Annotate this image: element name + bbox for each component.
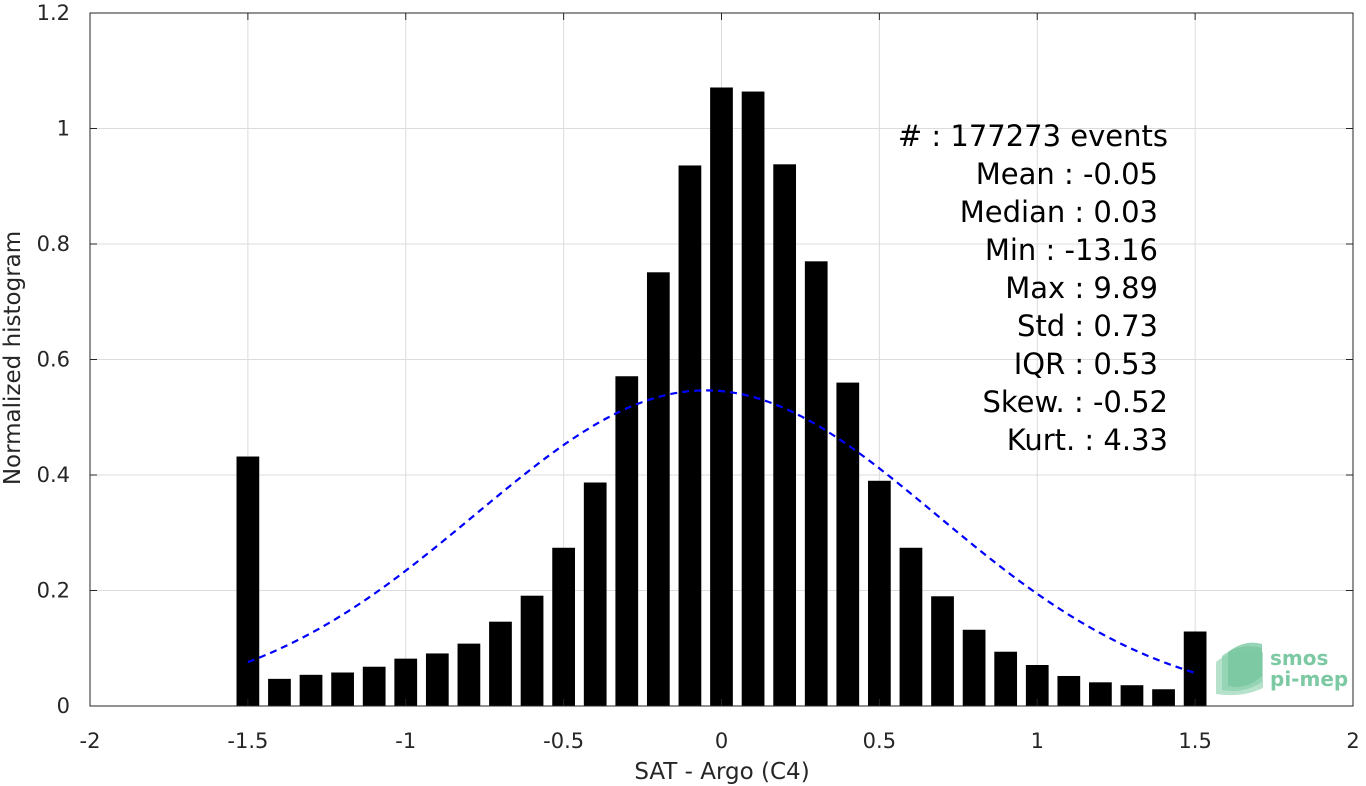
x-tick-label: -0.5 xyxy=(543,729,584,753)
histogram-bar xyxy=(299,674,323,706)
y-tick-label: 0.4 xyxy=(37,463,70,487)
histogram-bar xyxy=(1152,689,1175,706)
y-tick-label: 0.2 xyxy=(37,579,70,603)
bar-series xyxy=(236,87,1207,707)
logo-line-1: smos xyxy=(1270,646,1328,670)
histogram-bar xyxy=(425,653,449,706)
histogram-bar xyxy=(678,165,702,706)
logo-wave-icon xyxy=(1216,642,1263,696)
histogram-bar xyxy=(1120,685,1144,706)
histogram-bar xyxy=(1025,664,1049,706)
x-tick-label: 1 xyxy=(1031,729,1044,753)
histogram-bar xyxy=(552,547,575,706)
x-tick-label: 0 xyxy=(715,729,728,753)
smos-pimep-logo: smos pi-mep xyxy=(1216,642,1348,696)
y-axis-label: Normalized histogram xyxy=(0,231,26,485)
stat-mean: Mean : -0.05 xyxy=(976,157,1158,191)
x-tick-label: -1.5 xyxy=(227,729,268,753)
stat-skew: Skew. : -0.52 xyxy=(982,385,1168,419)
histogram-bar xyxy=(457,643,481,706)
stat-std: Std : 0.73 xyxy=(1017,309,1158,343)
histogram-bar xyxy=(1089,682,1112,706)
histogram-bar xyxy=(646,272,670,706)
histogram-bar xyxy=(583,482,607,706)
x-tick-label: -2 xyxy=(80,729,101,753)
x-axis-ticks: -2 -1.5 -1 -0.5 0 0.5 1 1.5 2 xyxy=(80,13,1360,753)
stat-median: Median : 0.03 xyxy=(960,195,1158,229)
histogram-bar xyxy=(931,596,954,706)
histogram-bar xyxy=(331,672,354,706)
stat-max: Max : 9.89 xyxy=(1005,271,1158,305)
histogram-bar xyxy=(741,91,765,707)
normal-fit-curve xyxy=(247,389,1196,674)
histogram-bar xyxy=(520,595,544,706)
x-tick-label: 2 xyxy=(1346,729,1359,753)
histogram-bar xyxy=(836,382,860,706)
histogram-bar xyxy=(489,621,512,706)
histogram-bar xyxy=(615,376,639,706)
x-tick-label: -1 xyxy=(395,729,416,753)
y-tick-label: 0.8 xyxy=(37,232,70,256)
x-tick-label: 0.5 xyxy=(863,729,896,753)
histogram-bar xyxy=(362,666,386,706)
histogram-bar xyxy=(236,456,260,706)
histogram-bar xyxy=(773,164,797,706)
y-tick-label: 0 xyxy=(57,694,70,718)
histogram-bar xyxy=(1057,675,1081,706)
y-tick-label: 1 xyxy=(57,117,70,141)
histogram-bar xyxy=(710,87,733,706)
x-tick-label: 1.5 xyxy=(1178,729,1211,753)
histogram-bar xyxy=(994,651,1018,706)
y-tick-label: 1.2 xyxy=(37,1,70,25)
stat-min: Min : -13.16 xyxy=(985,233,1158,267)
histogram-bar xyxy=(394,658,418,706)
y-tick-label: 0.6 xyxy=(37,348,70,372)
histogram-bar xyxy=(804,261,828,706)
stat-kurt: Kurt. : 4.33 xyxy=(1007,423,1168,457)
statistics-annotation: # : 177273 events Mean : -0.05 Median : … xyxy=(898,119,1168,457)
histogram-bar xyxy=(1183,631,1207,706)
x-axis-label: SAT - Argo (C4) xyxy=(634,759,809,785)
stat-iqr: IQR : 0.53 xyxy=(1014,347,1158,381)
histogram-bar xyxy=(899,547,923,706)
logo-line-2: pi-mep xyxy=(1270,667,1348,691)
histogram-bar xyxy=(868,480,891,706)
y-axis-ticks: 0 0.2 0.4 0.6 0.8 1 1.2 xyxy=(37,1,1353,718)
histogram-bar xyxy=(962,629,986,706)
stat-events: # : 177273 events xyxy=(898,119,1168,153)
histogram-bar xyxy=(268,678,291,706)
